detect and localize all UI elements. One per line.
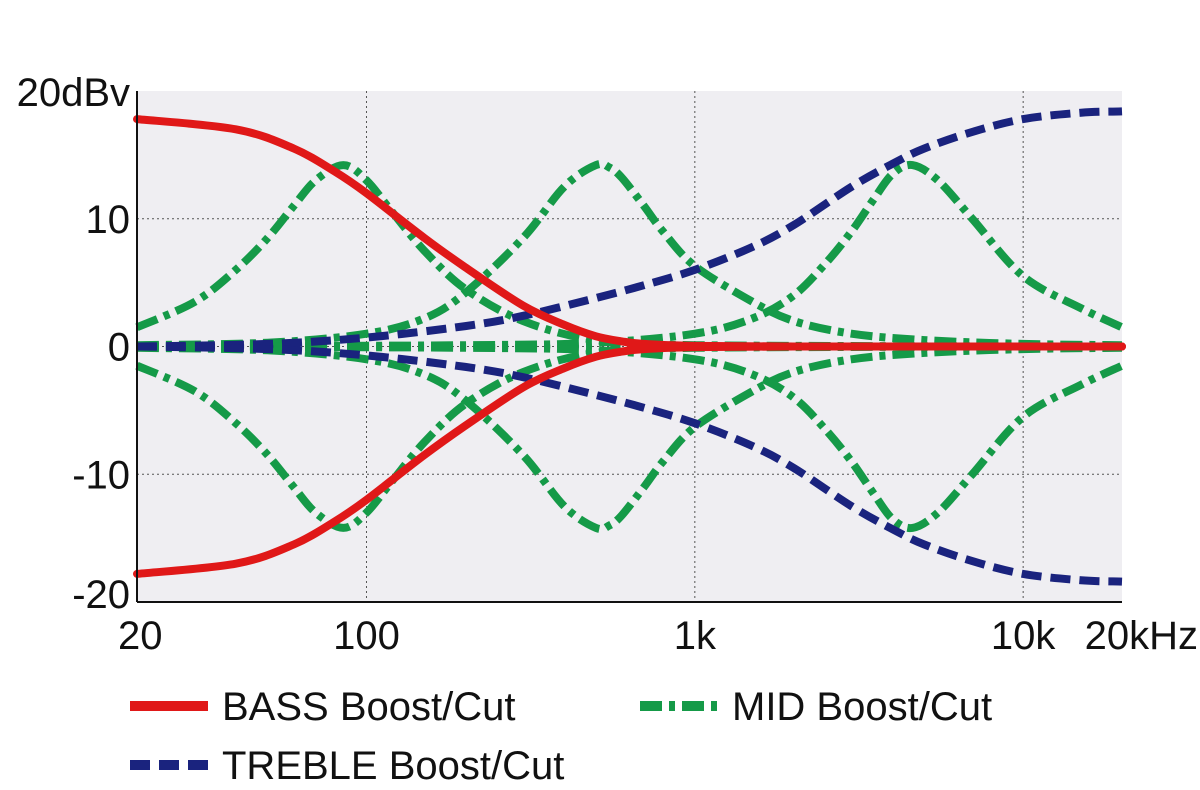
treble-curve-2: [136, 342, 1123, 586]
legend-label-treble: TREBLE Boost/Cut: [222, 744, 564, 788]
x-tick-label: 1k: [674, 614, 717, 658]
legend: BASS Boost/Cut MID Boost/Cut TREBLE Boost/…: [130, 685, 992, 788]
y-tick-label: 10: [86, 198, 131, 242]
mid-curve-4: [136, 343, 1123, 534]
y-tick-label: -20: [72, 573, 130, 617]
bass-curve-2: [133, 342, 1126, 578]
x-tick-label: 20: [118, 614, 163, 658]
mid-curve-6: [136, 342, 1124, 533]
treble-curve-1: [136, 107, 1123, 351]
legend-label-bass: BASS Boost/Cut: [222, 685, 515, 729]
x-tick-label: 20kHz: [1085, 614, 1198, 658]
y-tick-label: -10: [72, 453, 130, 497]
mid-curve-5: [136, 160, 1124, 351]
series-layer: [133, 107, 1126, 586]
y-tick-label: 0: [108, 326, 130, 370]
axes: [136, 91, 1122, 603]
y-tick-label: 20dBv: [17, 71, 130, 115]
legend-label-mid: MID Boost/Cut: [732, 685, 992, 729]
x-tick-label: 100: [333, 614, 400, 658]
mid-curve-3: [136, 159, 1123, 350]
x-tick-label: 10k: [991, 614, 1056, 658]
